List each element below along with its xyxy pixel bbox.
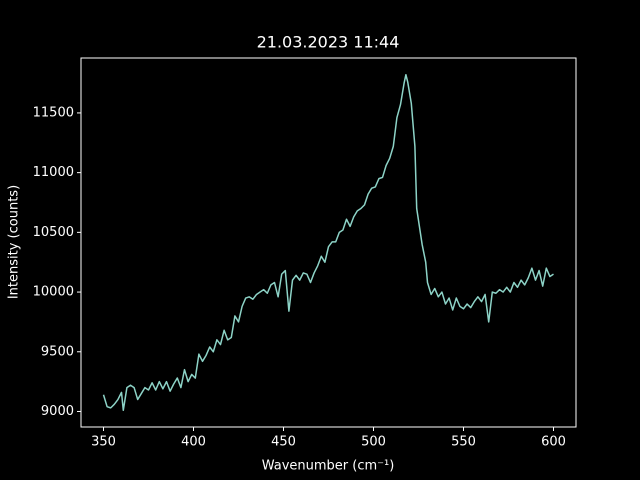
y-tick-label: 9500 <box>41 344 74 359</box>
y-tick-label: 10500 <box>33 225 74 240</box>
y-tick-label: 10000 <box>33 285 74 300</box>
x-tick-label: 400 <box>181 435 206 450</box>
x-axis-label: Wavenumber (cm⁻¹) <box>262 459 395 474</box>
x-tick-label: 500 <box>361 435 386 450</box>
plot-frame <box>80 57 577 428</box>
y-tick-label: 11500 <box>33 105 74 120</box>
x-tick-label: 450 <box>271 435 296 450</box>
y-tick-label: 9000 <box>41 404 74 419</box>
x-tick-label: 600 <box>541 435 566 450</box>
chart-title: 21.03.2023 11:44 <box>257 33 400 52</box>
x-tick-label: 550 <box>451 435 476 450</box>
data-line <box>102 73 554 412</box>
y-tick-label: 11000 <box>33 165 74 180</box>
x-tick-label: 350 <box>91 435 116 450</box>
y-axis-label: Intensity (counts) <box>7 185 22 299</box>
